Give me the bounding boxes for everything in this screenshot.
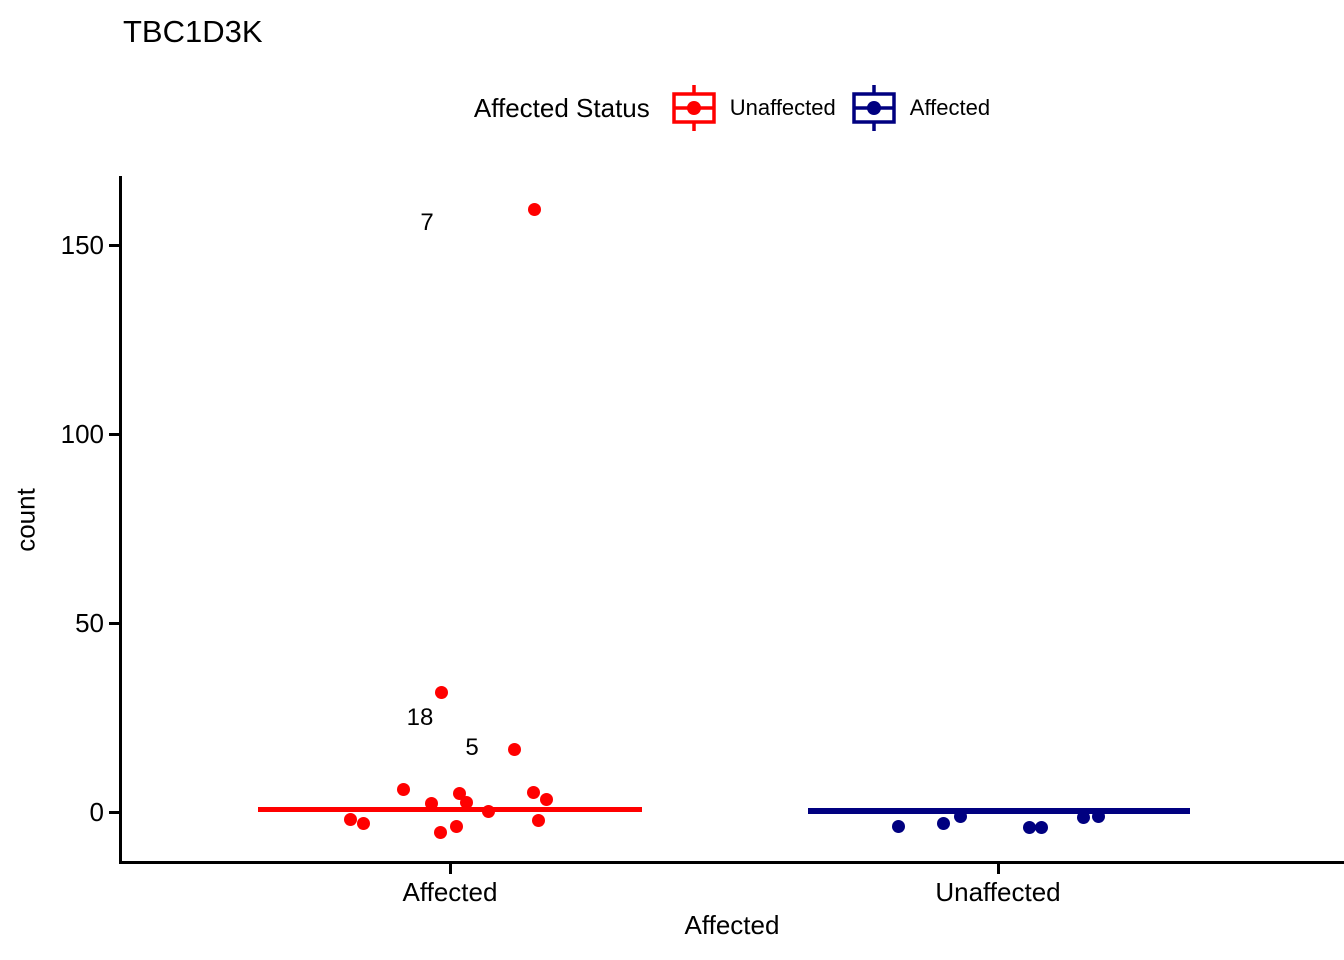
- median-line: [808, 808, 1190, 814]
- legend-title: Affected Status: [473, 92, 650, 123]
- data-point: [539, 792, 553, 806]
- data-point: [1022, 820, 1036, 834]
- legend: Affected Status Unaffected Affected: [120, 82, 1344, 134]
- point-count-label: 7: [420, 209, 434, 236]
- chart-title: TBC1D3K: [123, 14, 263, 49]
- x-axis-title: Affected: [684, 910, 780, 940]
- data-point: [526, 785, 540, 799]
- x-axis-line: [119, 861, 1344, 864]
- data-point: [507, 742, 521, 756]
- data-point: [396, 782, 410, 796]
- data-point: [1091, 809, 1105, 823]
- x-tick-mark: [997, 864, 1000, 874]
- y-axis-line: [119, 176, 122, 864]
- y-tick-label: 0: [89, 797, 104, 827]
- x-tick-label: Affected: [402, 877, 498, 907]
- y-tick-label: 50: [75, 608, 104, 638]
- x-tick-label: Unaffected: [935, 877, 1061, 907]
- point-count-label: 5: [465, 734, 479, 761]
- x-tick-mark: [449, 864, 452, 874]
- y-tick-mark: [109, 622, 119, 625]
- data-point: [936, 816, 950, 830]
- y-axis-title: count: [10, 488, 41, 552]
- y-tick-label: 150: [60, 230, 104, 260]
- boxplot-key-red-icon: [671, 83, 717, 133]
- data-point: [481, 804, 495, 818]
- y-tick-mark: [109, 244, 119, 247]
- data-point: [953, 809, 967, 823]
- legend-entry-affected: Affected: [851, 83, 990, 133]
- data-point: [891, 819, 905, 833]
- data-point: [449, 819, 463, 833]
- y-tick-mark: [109, 811, 119, 814]
- median-line: [258, 807, 642, 812]
- data-point: [459, 795, 473, 809]
- data-point: [434, 685, 448, 699]
- boxplot-key-navy-icon: [851, 83, 897, 133]
- data-point: [343, 812, 357, 826]
- data-point: [527, 202, 541, 216]
- legend-entry-unaffected: Unaffected: [671, 83, 836, 133]
- legend-label-affected: Affected: [909, 95, 991, 120]
- data-point: [433, 825, 447, 839]
- y-tick-label: 100: [60, 419, 104, 449]
- data-point: [1034, 820, 1048, 834]
- data-point: [424, 796, 438, 810]
- point-count-label: 18: [406, 704, 434, 731]
- data-point: [356, 816, 370, 830]
- data-point: [531, 813, 545, 827]
- y-tick-mark: [109, 433, 119, 436]
- data-point: [1076, 810, 1090, 824]
- legend-label-unaffected: Unaffected: [729, 95, 836, 120]
